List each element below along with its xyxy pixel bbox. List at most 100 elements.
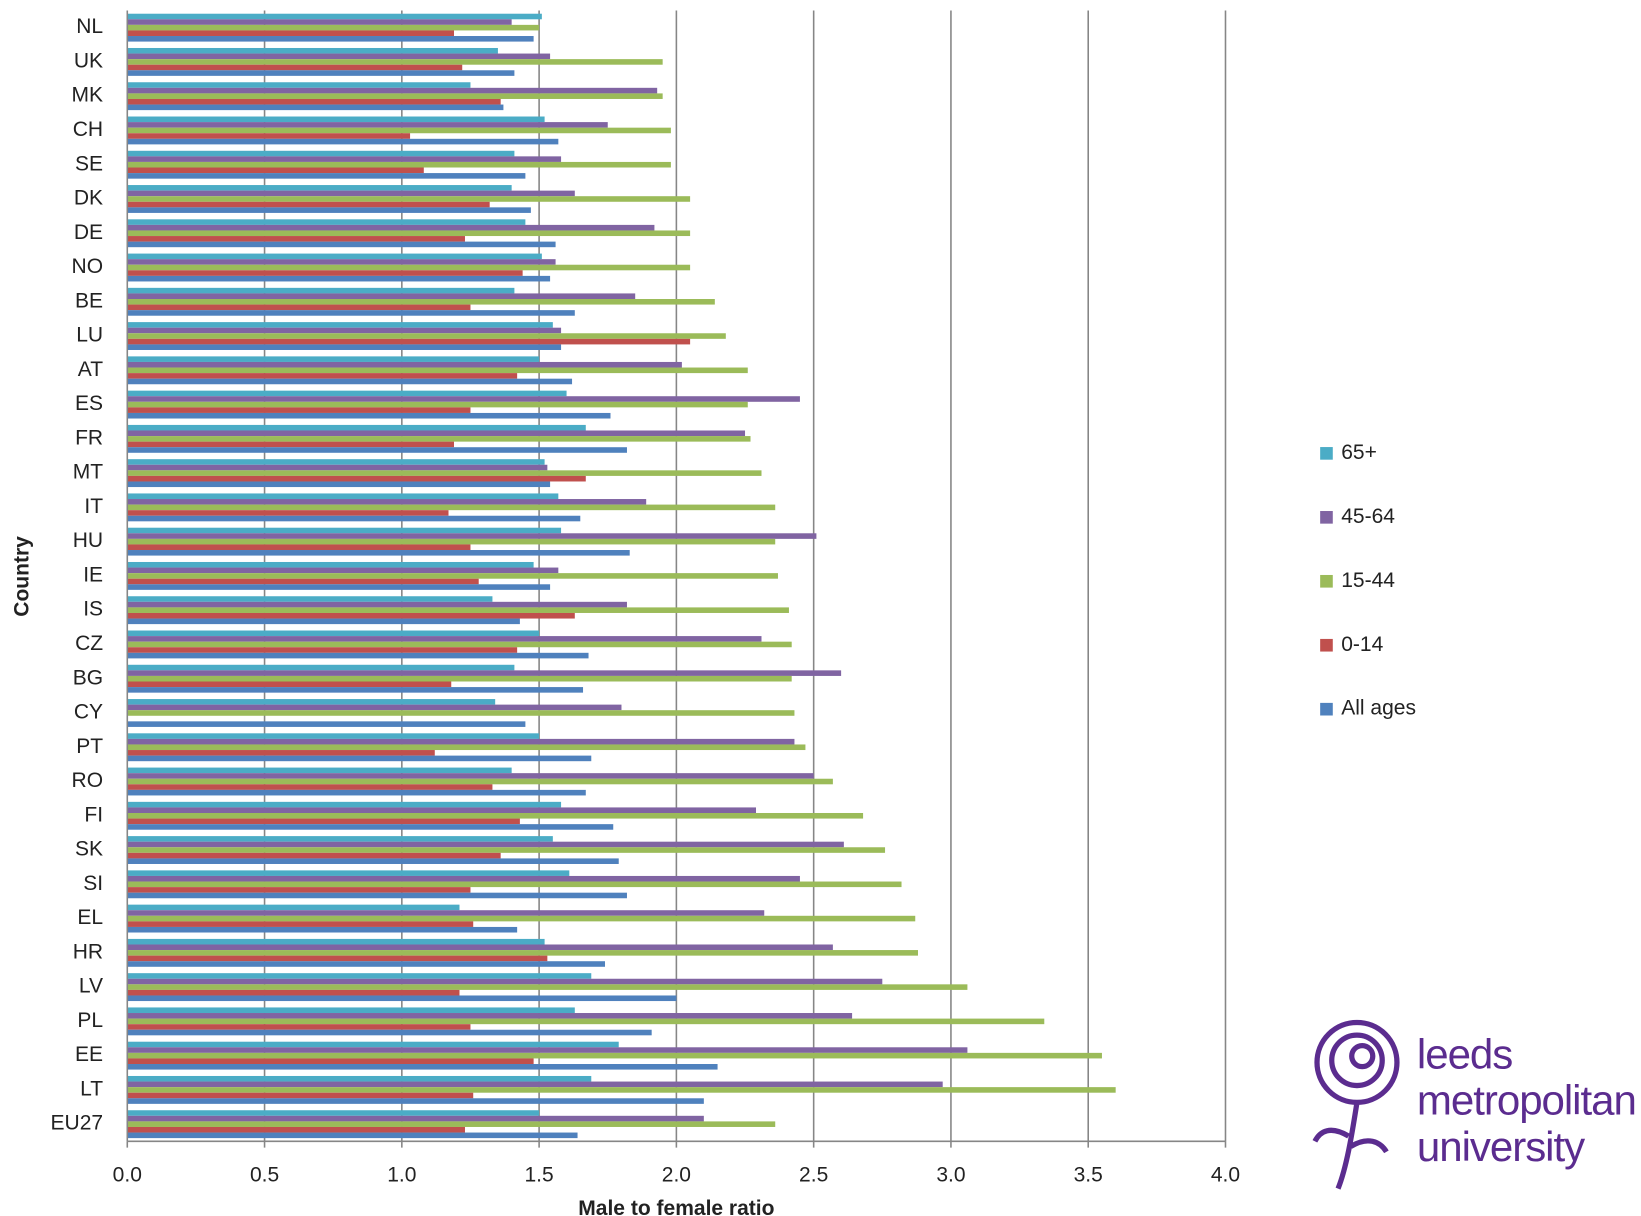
bar [127, 601, 627, 608]
bar [127, 161, 671, 168]
bar [127, 207, 531, 213]
bar [127, 327, 562, 334]
bar [127, 973, 592, 979]
bar [127, 19, 512, 25]
bar [127, 122, 608, 128]
y-tick-label: MT [73, 461, 104, 484]
bar [127, 510, 449, 516]
bar [127, 104, 504, 111]
bar [127, 1121, 776, 1127]
x-tick-label: 0.5 [250, 1164, 279, 1187]
bar [127, 710, 795, 716]
bar [127, 1047, 968, 1053]
bar [127, 275, 551, 282]
bar [127, 36, 534, 42]
bar [127, 264, 691, 271]
bar [127, 322, 553, 328]
bar [127, 219, 526, 225]
legend-swatch [1320, 638, 1333, 652]
bar [127, 978, 883, 985]
legend-swatch [1320, 511, 1333, 524]
bar [127, 1115, 704, 1122]
bar [127, 699, 496, 705]
bar [127, 1024, 471, 1030]
x-tick-label: 1.0 [387, 1164, 416, 1187]
bar [127, 630, 540, 637]
bar [127, 596, 493, 602]
bar [127, 533, 817, 539]
legend-label: 15-44 [1341, 569, 1395, 592]
bar [127, 436, 751, 442]
bar [127, 738, 795, 745]
bar [127, 1013, 853, 1019]
bar [127, 824, 614, 830]
bar [127, 493, 559, 500]
bar [127, 892, 627, 899]
y-tick-label: SI [83, 872, 103, 895]
bar [127, 1052, 1102, 1059]
y-tick-label: LU [76, 324, 103, 347]
bar [127, 87, 658, 94]
y-tick-label: CZ [75, 632, 103, 655]
bar [127, 887, 471, 893]
y-tick-label: CY [74, 701, 103, 724]
bar [127, 852, 501, 859]
bar [127, 116, 545, 123]
logo [1312, 1019, 1400, 1190]
bar [127, 841, 844, 848]
y-tick-label: DE [74, 221, 103, 244]
bar [127, 836, 553, 842]
bar [127, 138, 559, 145]
bar [127, 64, 463, 71]
y-tick-label: NL [76, 15, 103, 38]
bar [127, 721, 526, 727]
bar [127, 733, 540, 739]
bar [127, 373, 518, 379]
legend-label: 0-14 [1341, 633, 1383, 656]
bar [127, 961, 606, 967]
x-axis-title: Male to female ratio [578, 1197, 774, 1216]
bar [127, 641, 792, 648]
bar [127, 904, 460, 911]
bar [127, 356, 540, 362]
legend-label: 45-64 [1341, 505, 1395, 528]
y-tick-label: EE [75, 1043, 103, 1066]
bar [127, 915, 916, 922]
bar [127, 921, 474, 927]
bar [127, 167, 424, 174]
y-tick-label: FR [75, 426, 103, 449]
bar [127, 401, 748, 408]
y-tick-label: RO [72, 769, 104, 792]
bar [127, 784, 493, 790]
bar [127, 441, 454, 448]
bar [127, 133, 411, 139]
bar [127, 567, 559, 574]
bar [127, 1018, 1045, 1025]
bar [127, 30, 454, 37]
y-tick-label: BG [73, 666, 103, 689]
bar [127, 636, 762, 642]
bar [127, 687, 584, 693]
x-tick-label: 1.5 [525, 1164, 554, 1187]
bar [127, 544, 471, 551]
bar [127, 612, 575, 619]
y-tick-label: SK [75, 838, 103, 861]
x-tick-label: 4.0 [1211, 1164, 1240, 1187]
bar [127, 1041, 619, 1048]
bar [127, 807, 757, 813]
bar [127, 390, 567, 397]
bar [127, 755, 592, 762]
bar [127, 287, 515, 294]
legend-swatch [1320, 702, 1333, 716]
bar [127, 333, 726, 339]
bar [127, 618, 520, 625]
x-tick-label: 2.5 [799, 1164, 828, 1187]
bar [127, 538, 776, 545]
bar [127, 459, 545, 465]
bar [127, 407, 471, 413]
bar [127, 950, 918, 956]
bar [127, 1098, 704, 1104]
bar [127, 1081, 943, 1088]
y-tick-label: LT [80, 1077, 103, 1100]
bar [127, 185, 512, 191]
